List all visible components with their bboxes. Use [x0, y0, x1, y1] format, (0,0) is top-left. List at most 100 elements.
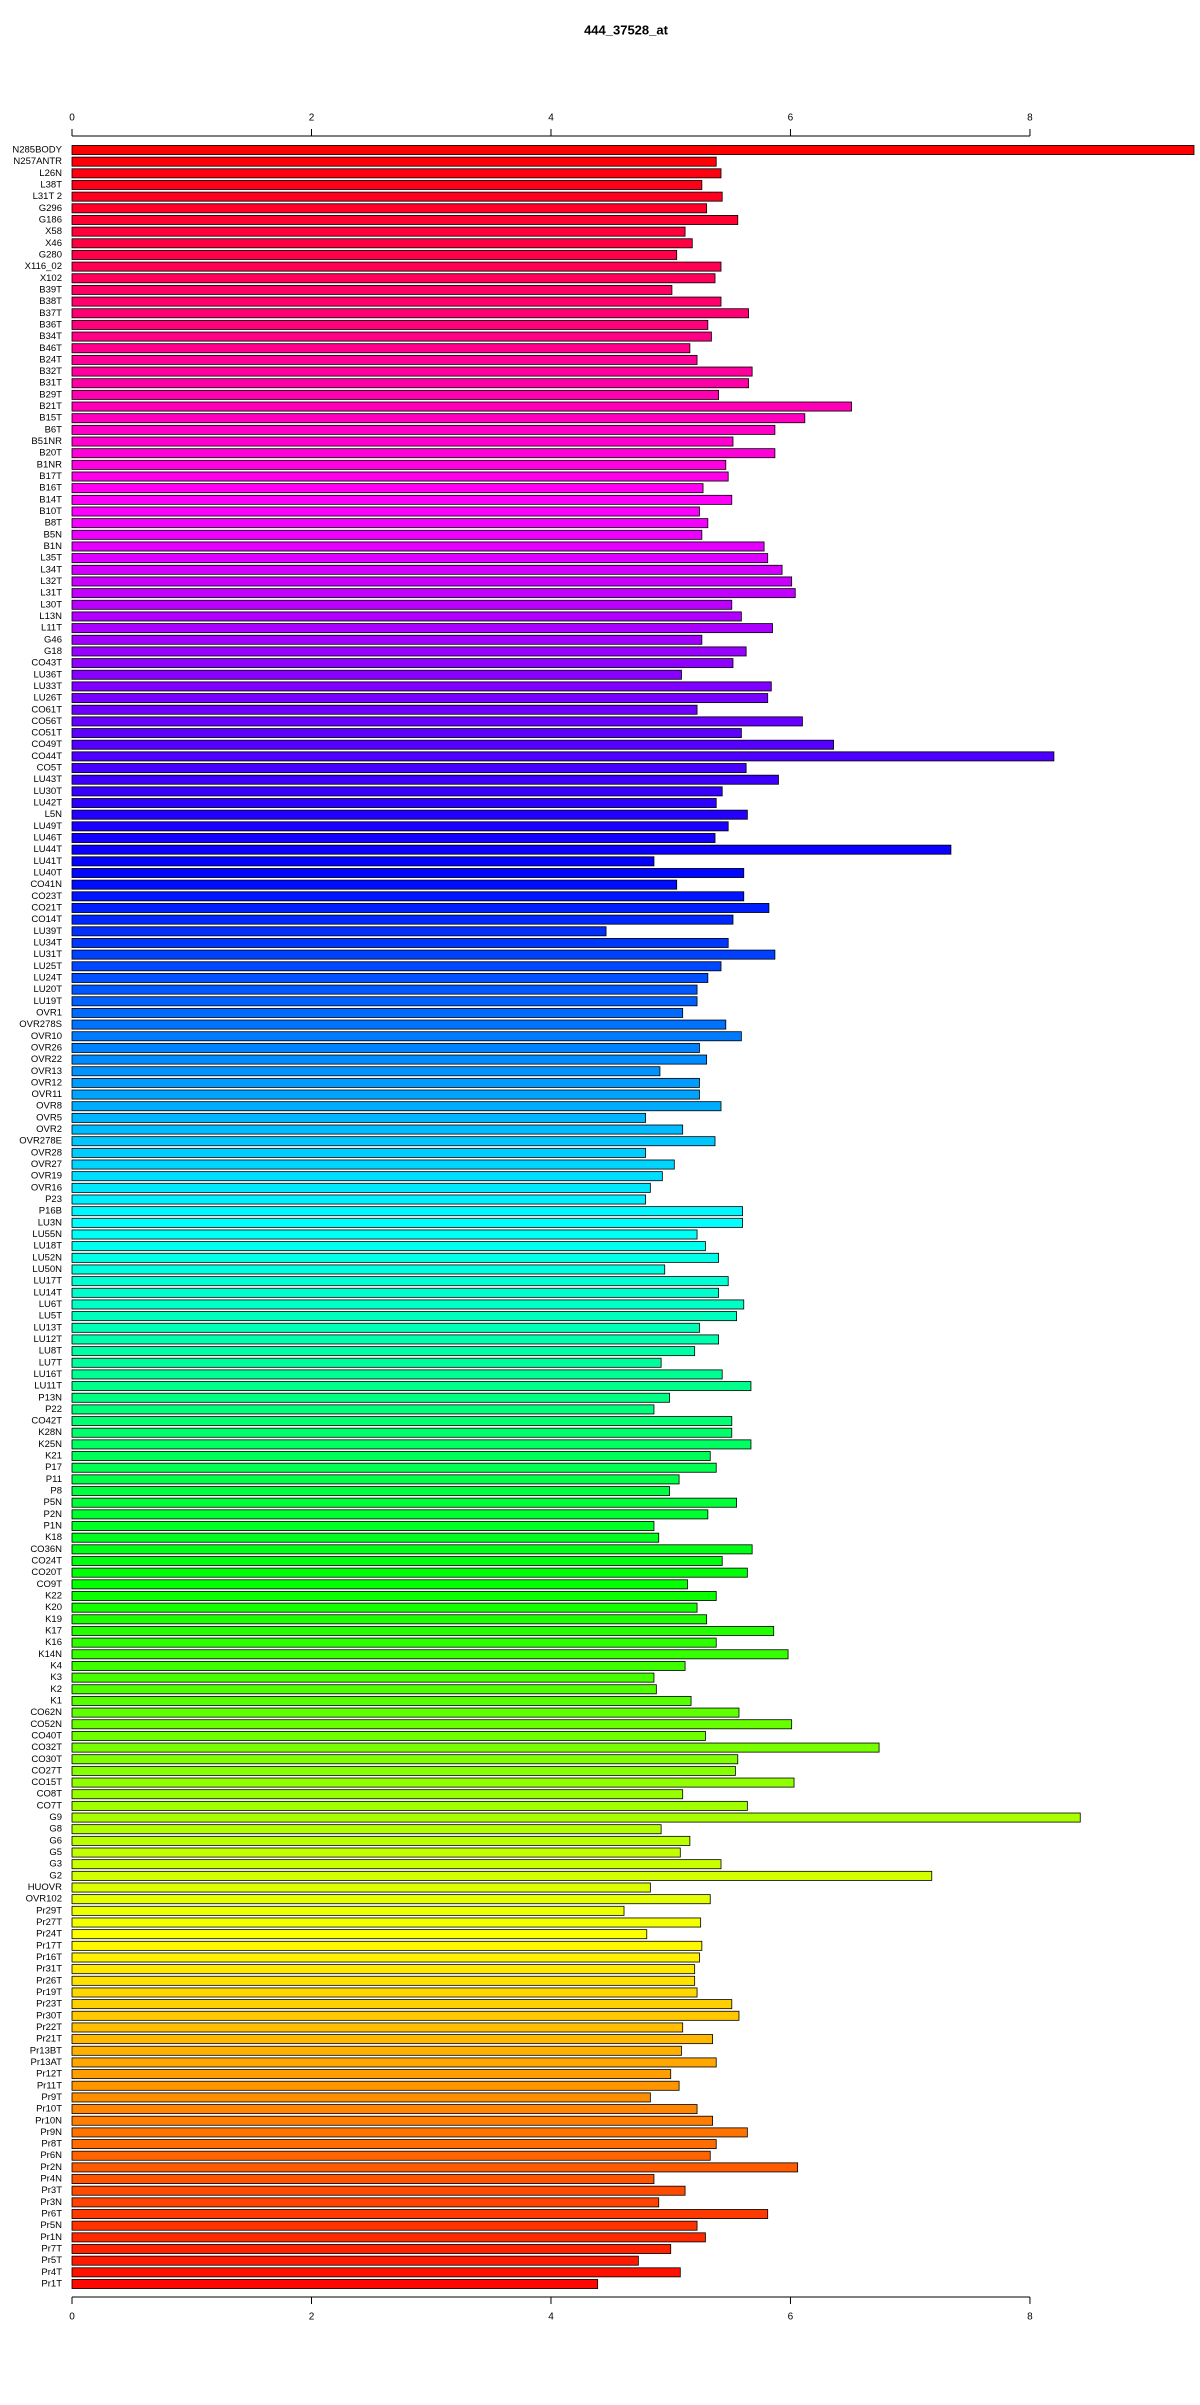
bar — [71, 646, 747, 657]
bar — [71, 226, 686, 237]
y-category-label: L31T — [40, 588, 62, 599]
bar — [71, 1042, 700, 1053]
bar — [71, 145, 1195, 155]
y-category-label: Pr27T — [36, 1917, 62, 1928]
bar — [71, 833, 716, 843]
y-category-label: CO40T — [31, 1730, 62, 1741]
y-category-label: OVR19 — [31, 1171, 62, 1182]
bar — [71, 564, 783, 575]
y-category-label: CO7T — [37, 1800, 63, 1811]
bar — [71, 1835, 691, 1846]
y-category-label: LU40T — [33, 868, 62, 879]
bar — [71, 2279, 599, 2289]
x-tick-label-bottom: 6 — [788, 2312, 794, 2323]
y-category-label: K21 — [45, 1451, 62, 1462]
bar — [71, 2104, 698, 2115]
bar — [71, 459, 727, 470]
y-category-label: Pr10N — [35, 2115, 62, 2126]
y-category-label: Pr22T — [36, 2022, 62, 2033]
y-category-label: OVR102 — [26, 1894, 62, 1905]
bar — [71, 2022, 684, 2033]
bar — [71, 215, 739, 225]
y-category-label: L11T — [41, 623, 62, 634]
bar — [71, 798, 717, 808]
bar — [71, 1695, 692, 1706]
y-category-label: B51NR — [31, 436, 62, 447]
bar — [71, 1322, 700, 1333]
bar — [71, 1929, 648, 1940]
y-category-label: X58 — [45, 226, 62, 237]
bar — [71, 1276, 729, 1287]
y-category-label: B36T — [39, 319, 62, 330]
bar — [71, 1661, 686, 1671]
y-category-label: B8T — [45, 518, 63, 529]
y-category-label: LU17T — [33, 1276, 62, 1287]
bar — [71, 1765, 736, 1776]
bar — [71, 1124, 684, 1135]
bar — [71, 1264, 666, 1275]
bar — [71, 938, 729, 948]
y-category-label: CO8T — [37, 1789, 63, 1800]
bar — [71, 273, 716, 284]
bar — [71, 448, 776, 459]
bar — [71, 1439, 752, 1450]
bar — [71, 903, 770, 913]
bar — [71, 2209, 769, 2219]
bar — [71, 2045, 682, 2056]
y-category-label: OVR27 — [31, 1159, 62, 1170]
bar — [71, 786, 723, 797]
y-category-label: LU24T — [33, 972, 62, 983]
bar — [71, 949, 776, 960]
y-category-label: B1N — [44, 541, 63, 552]
bar — [71, 1369, 723, 1380]
bar — [71, 774, 779, 785]
y-category-label: LU11T — [34, 1381, 62, 1392]
y-category-label: LU6T — [39, 1299, 62, 1310]
bar — [71, 763, 747, 773]
y-category-label: LU49T — [33, 821, 62, 832]
bar — [71, 1486, 670, 1496]
y-category-label: CO20T — [31, 1567, 62, 1578]
y-category-label: Pr3T — [41, 2185, 62, 2196]
y-category-label: P8 — [50, 1486, 62, 1497]
bar — [71, 681, 772, 692]
y-category-label: Pr26T — [36, 1975, 62, 1986]
bar — [71, 1800, 748, 1811]
bar — [71, 1427, 733, 1438]
y-category-label: LU14T — [33, 1287, 62, 1298]
bar — [71, 156, 717, 167]
bar — [71, 1066, 661, 1077]
y-category-label: K17 — [45, 1625, 62, 1636]
bar — [71, 319, 709, 330]
y-category-label: OVR26 — [31, 1042, 62, 1053]
y-category-label: Pr13AT — [30, 2057, 62, 2068]
bar — [71, 2174, 655, 2184]
bar — [71, 2197, 660, 2208]
bar — [71, 728, 742, 739]
y-category-label: LU34T — [33, 937, 62, 948]
bar — [71, 1171, 663, 1182]
y-category-label: Pr17T — [36, 1940, 62, 1951]
bar — [71, 180, 703, 190]
y-category-label: LU43T — [33, 774, 62, 785]
bar — [71, 1567, 748, 1578]
bar — [71, 1241, 706, 1252]
y-category-label: K3 — [50, 1672, 62, 1683]
y-category-label: G5 — [49, 1847, 62, 1858]
bar — [71, 1252, 720, 1263]
y-category-label: CO51T — [31, 728, 62, 739]
bar — [71, 2092, 651, 2103]
bar — [71, 366, 753, 377]
y-category-label: OVR22 — [31, 1054, 62, 1065]
y-category-label: Pr7T — [41, 2244, 62, 2255]
y-category-label: LU7T — [39, 1357, 62, 1368]
y-category-label: B46T — [39, 343, 62, 354]
bar — [71, 1987, 698, 1998]
y-category-label: Pr19T — [36, 1987, 62, 1998]
bar — [71, 2185, 686, 2196]
y-category-label: Pr9T — [41, 2092, 62, 2103]
bar — [71, 331, 712, 342]
y-category-label: K14N — [38, 1649, 62, 1660]
y-category-label: B16T — [39, 483, 62, 494]
y-category-label: N285BODY — [12, 145, 62, 156]
